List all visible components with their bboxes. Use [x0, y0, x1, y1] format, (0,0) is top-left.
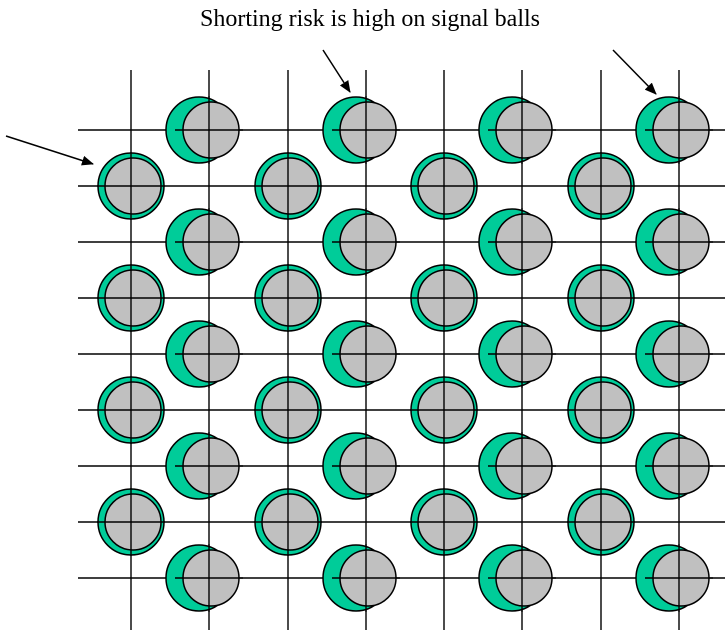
solder-ball — [165, 544, 243, 612]
solder-ball — [635, 544, 713, 612]
solder-ball — [567, 152, 635, 220]
solder-ball — [165, 320, 243, 388]
solder-ball — [165, 208, 243, 276]
solder-ball — [322, 432, 400, 500]
caption-arrow-middle — [322, 49, 351, 93]
caption-text: Shorting risk is high on signal balls — [200, 6, 541, 32]
solder-ball — [410, 264, 478, 332]
solder-ball — [322, 96, 400, 164]
solder-ball — [322, 544, 400, 612]
solder-ball — [635, 320, 713, 388]
solder-ball — [478, 320, 556, 388]
solder-ball — [254, 152, 322, 220]
solder-ball — [97, 264, 165, 332]
solder-ball — [97, 488, 165, 556]
solder-ball — [410, 376, 478, 444]
solder-ball — [97, 152, 165, 220]
arrows — [5, 49, 657, 166]
solder-ball — [165, 96, 243, 164]
left-arrow — [5, 135, 94, 166]
solder-ball — [635, 432, 713, 500]
solder-ball — [478, 432, 556, 500]
solder-ball — [410, 488, 478, 556]
solder-ball — [254, 264, 322, 332]
solder-balls — [97, 96, 713, 612]
solder-ball — [322, 208, 400, 276]
solder-ball — [254, 488, 322, 556]
solder-ball — [567, 488, 635, 556]
solder-ball — [567, 376, 635, 444]
solder-ball — [635, 96, 713, 164]
solder-ball — [165, 432, 243, 500]
solder-ball — [97, 376, 165, 444]
solder-ball — [567, 264, 635, 332]
solder-ball — [478, 96, 556, 164]
solder-ball — [322, 320, 400, 388]
solder-ball — [478, 208, 556, 276]
solder-ball — [635, 208, 713, 276]
solder-ball — [478, 544, 556, 612]
solder-ball — [410, 152, 478, 220]
caption-arrow-right — [612, 49, 657, 95]
solder-ball — [254, 376, 322, 444]
